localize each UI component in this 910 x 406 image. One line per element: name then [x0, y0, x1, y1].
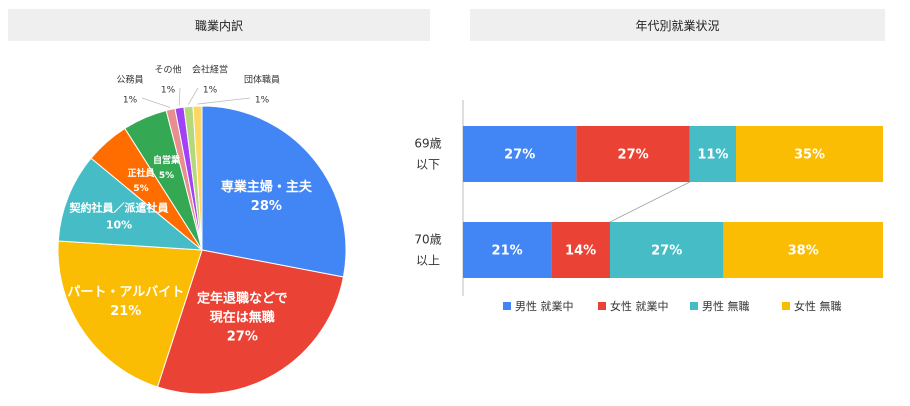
- legend-swatch: [598, 302, 606, 310]
- pie-slice-value: 1%: [161, 86, 176, 96]
- bar-value-label: 27%: [504, 148, 535, 163]
- pie-slice-label: パート・アルバイト: [67, 285, 184, 300]
- pie-slice-label: 会社経営: [192, 64, 228, 76]
- category-label: 69歳: [414, 137, 441, 151]
- bar-value-label: 27%: [651, 244, 682, 259]
- pie-slice-label: その他: [154, 64, 181, 76]
- pie-slice-label: 現在は無職: [210, 310, 275, 326]
- pie-slice-value: 1%: [203, 86, 218, 96]
- pie-slice: [201, 105, 347, 278]
- leader-line: [197, 97, 251, 105]
- legend-label: 女性 無職: [794, 299, 842, 313]
- pie-slice: [192, 105, 203, 251]
- pie-slice: [57, 240, 203, 388]
- legend-swatch: [690, 302, 698, 310]
- bar-segment: [463, 126, 577, 182]
- legend-label: 男性 就業中: [515, 299, 574, 313]
- category-label: 以上: [416, 254, 440, 268]
- bar-segment: [576, 126, 690, 182]
- bar-segment: [463, 222, 552, 278]
- bar-chart-title: 年代別就業状況: [470, 9, 885, 41]
- pie-slice: [156, 249, 345, 395]
- category-label: 70歳: [414, 233, 441, 247]
- pie-slice-value: 21%: [110, 304, 141, 319]
- pie-slice-value: 1%: [255, 96, 270, 106]
- pie-slice-value: 10%: [106, 219, 132, 232]
- legend-swatch: [503, 302, 511, 310]
- legend-swatch: [782, 302, 790, 310]
- pie-slice-label: 契約社員／派遣社員: [68, 201, 168, 215]
- pie-slice-label: 定年退職などで: [196, 291, 288, 307]
- legend-label: 女性 就業中: [610, 299, 669, 313]
- leader-line: [178, 87, 181, 106]
- bar-value-label: 21%: [492, 244, 523, 259]
- bar-segment: [736, 126, 883, 182]
- pie-slice-label: 専業主婦・主夫: [221, 179, 313, 195]
- pie-slice-label: 自営業: [153, 154, 181, 166]
- bar-value-label: 14%: [565, 244, 596, 259]
- pie-slice-value: 1%: [123, 96, 138, 106]
- legend-label: 男性 無職: [702, 299, 750, 313]
- bar-value-label: 11%: [697, 148, 728, 163]
- pie-slice: [57, 157, 204, 251]
- pie-slice-label: 団体職員: [244, 74, 280, 86]
- bar-value-label: 38%: [788, 244, 819, 259]
- bar-segment: [723, 222, 883, 278]
- bar-value-label: 27%: [618, 148, 649, 163]
- bar-segment: [551, 222, 610, 278]
- bar-value-label: 35%: [794, 148, 825, 163]
- pie-slice-value: 28%: [251, 199, 282, 214]
- category-label: 以下: [416, 158, 440, 172]
- leader-line: [187, 87, 199, 105]
- bar-segment: [610, 222, 724, 278]
- pie-slice-label: 公務員: [116, 74, 143, 86]
- pie-slice-label: 正社員: [128, 167, 155, 179]
- bar-segment: [689, 126, 736, 182]
- pie-slice-value: 5%: [133, 184, 148, 194]
- pie-slice-value: 5%: [159, 171, 174, 181]
- pie-chart-title: 職業内訳: [8, 9, 430, 41]
- pie-slice-value: 27%: [227, 330, 258, 345]
- series-connector-line: [609, 181, 690, 223]
- leader-line: [141, 97, 171, 108]
